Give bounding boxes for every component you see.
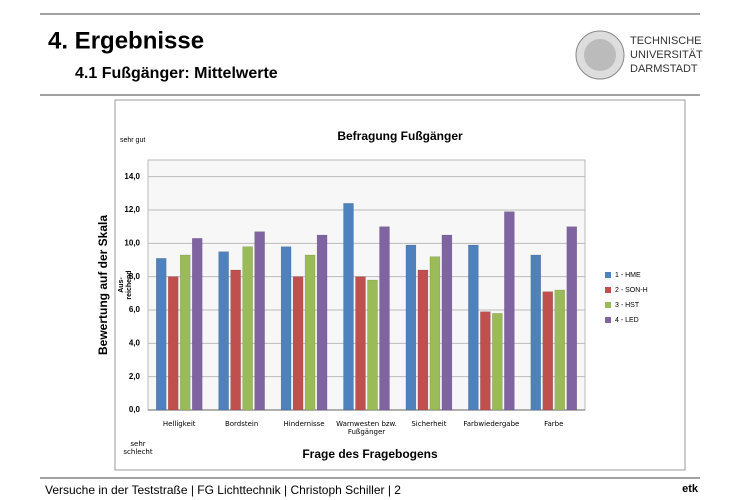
legend-label: 4 - LED [615,317,639,324]
bar [379,226,390,411]
x-tick-label: Warnwesten bzw. Fußgänger [336,420,397,436]
bar [480,311,491,411]
plot-wall [147,159,586,411]
bar [566,226,578,411]
bar [530,254,542,411]
y-axis-label: Bewertung auf der Skala [96,215,110,355]
footer-mark: etk [682,483,699,495]
x-tick-box: Warnwesten bzw. Fußgänger [336,420,397,436]
bar [468,244,479,411]
footer-text: Versuche in der Teststraße | FG Lichttec… [45,483,401,497]
bar [492,313,503,411]
y-tick-label: 2,0 [129,372,141,381]
annotation: reichend [126,270,133,299]
y-tick-label: 0,0 [129,405,141,414]
slide-title: 4. Ergebnisse [48,27,204,54]
x-tick-box: Bordstein [224,420,259,428]
x-tick-label: Bordstein [224,420,259,428]
chart: Befragung Fußgänger Frage des Fragebogen… [96,129,648,461]
x-tick-box: Helligkeit [162,420,196,428]
bar [405,244,417,411]
annotation: Aus- [118,277,125,293]
bar [355,276,366,411]
x-tick-box: Farbwiedergabe [463,420,520,428]
y-tick-label: 14,0 [124,172,140,181]
bar [191,238,203,411]
legend-label: 2 - SON-H [615,287,648,294]
bar [167,276,179,411]
x-tick-label: Helligkeit [162,420,196,428]
bar [343,203,354,411]
bar [504,211,515,411]
y-tick-label: 12,0 [124,205,140,214]
x-tick-box: Farbe [544,420,564,428]
bar [542,291,554,411]
bar [218,251,229,411]
x-axis-label: Frage des Fragebogens [302,447,438,461]
bar [254,231,265,411]
legend-swatch [605,287,611,293]
bar [316,234,328,411]
legend-label: 3 - HST [615,302,640,309]
x-tick-label: Hindernisse [283,420,325,428]
bar [417,269,429,411]
legend-swatch [605,272,611,278]
bar [367,279,378,411]
logo-text: DARMSTADT [630,63,698,75]
annotation-box: sehr schlecht [123,440,153,456]
bar [280,246,292,411]
y-tick-label: 6,0 [129,305,141,314]
logo-emblem-inner [584,39,616,71]
bar [179,254,191,411]
x-tick-label: Farbe [544,420,564,428]
logo-text: TECHNISCHE [630,35,702,47]
bar [155,258,167,411]
bar [242,246,253,411]
y-tick-label: 4,0 [129,338,141,347]
bar [304,254,316,411]
slide-subtitle: 4.1 Fußgänger: Mittelwerte [75,65,278,82]
bar [441,234,453,411]
x-tick-box: Hindernisse [283,420,325,428]
y-tick-label: 10,0 [124,238,140,247]
legend-swatch [605,302,611,308]
annotation: sehr gut [120,137,145,144]
x-tick-label: Farbwiedergabe [463,420,520,428]
bar [554,289,566,411]
x-tick-label: Sicherheit [411,420,447,428]
x-tick-box: Sicherheit [411,420,447,428]
bar [429,256,441,411]
legend-swatch [605,317,611,323]
legend-label: 1 - HME [615,272,641,279]
annotation: sehr schlecht [123,440,153,456]
chart-title: Befragung Fußgänger [337,129,463,143]
bar [230,269,241,411]
logo-text: UNIVERSITÄT [630,49,703,61]
bar [292,276,304,411]
y-tick-label: 8,0 [129,272,141,281]
